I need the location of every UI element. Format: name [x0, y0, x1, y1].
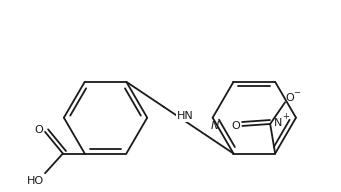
Text: −: − [294, 88, 300, 97]
Text: O: O [286, 93, 294, 103]
Text: N: N [274, 118, 282, 128]
Text: O: O [231, 121, 240, 131]
Text: HO: HO [27, 176, 44, 186]
Text: O: O [35, 125, 43, 135]
Text: N: N [210, 121, 219, 131]
Text: HN: HN [177, 111, 194, 121]
Text: +: + [283, 112, 290, 121]
